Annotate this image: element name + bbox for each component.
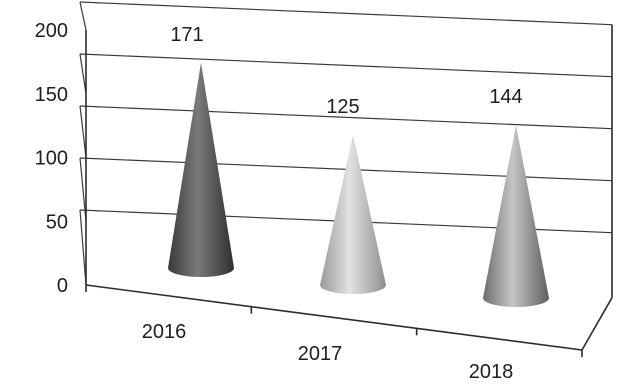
cone-2017 <box>320 135 386 294</box>
data-label-2018: 144 <box>489 86 522 108</box>
y-tick-label: 200 <box>35 20 68 42</box>
data-label-2016: 171 <box>170 24 203 46</box>
category-label-2016: 2016 <box>142 321 187 343</box>
cone-2016 <box>168 62 234 277</box>
y-tick-label: 100 <box>35 148 68 170</box>
cone-bars <box>168 62 549 307</box>
data-label-2017: 125 <box>326 96 359 118</box>
y-tick-label: 150 <box>35 84 68 106</box>
y-tick-label: 0 <box>57 275 68 297</box>
cone-2018 <box>483 125 549 307</box>
data-labels: 171 125 144 <box>170 24 522 118</box>
gridline-100 <box>79 105 613 158</box>
x-axis-category-labels: 2016 2017 2018 <box>142 321 514 383</box>
floor-right-edge <box>581 297 613 351</box>
category-label-2017: 2017 <box>298 343 343 365</box>
y-axis-tick-labels: 0 50 100 150 200 <box>35 20 68 297</box>
category-label-2018: 2018 <box>469 361 514 383</box>
y-tick-label: 50 <box>46 211 68 233</box>
axes <box>85 24 613 357</box>
gridline-200 <box>79 1 613 31</box>
x-axis-line <box>85 284 583 351</box>
gridline-150 <box>79 53 613 94</box>
